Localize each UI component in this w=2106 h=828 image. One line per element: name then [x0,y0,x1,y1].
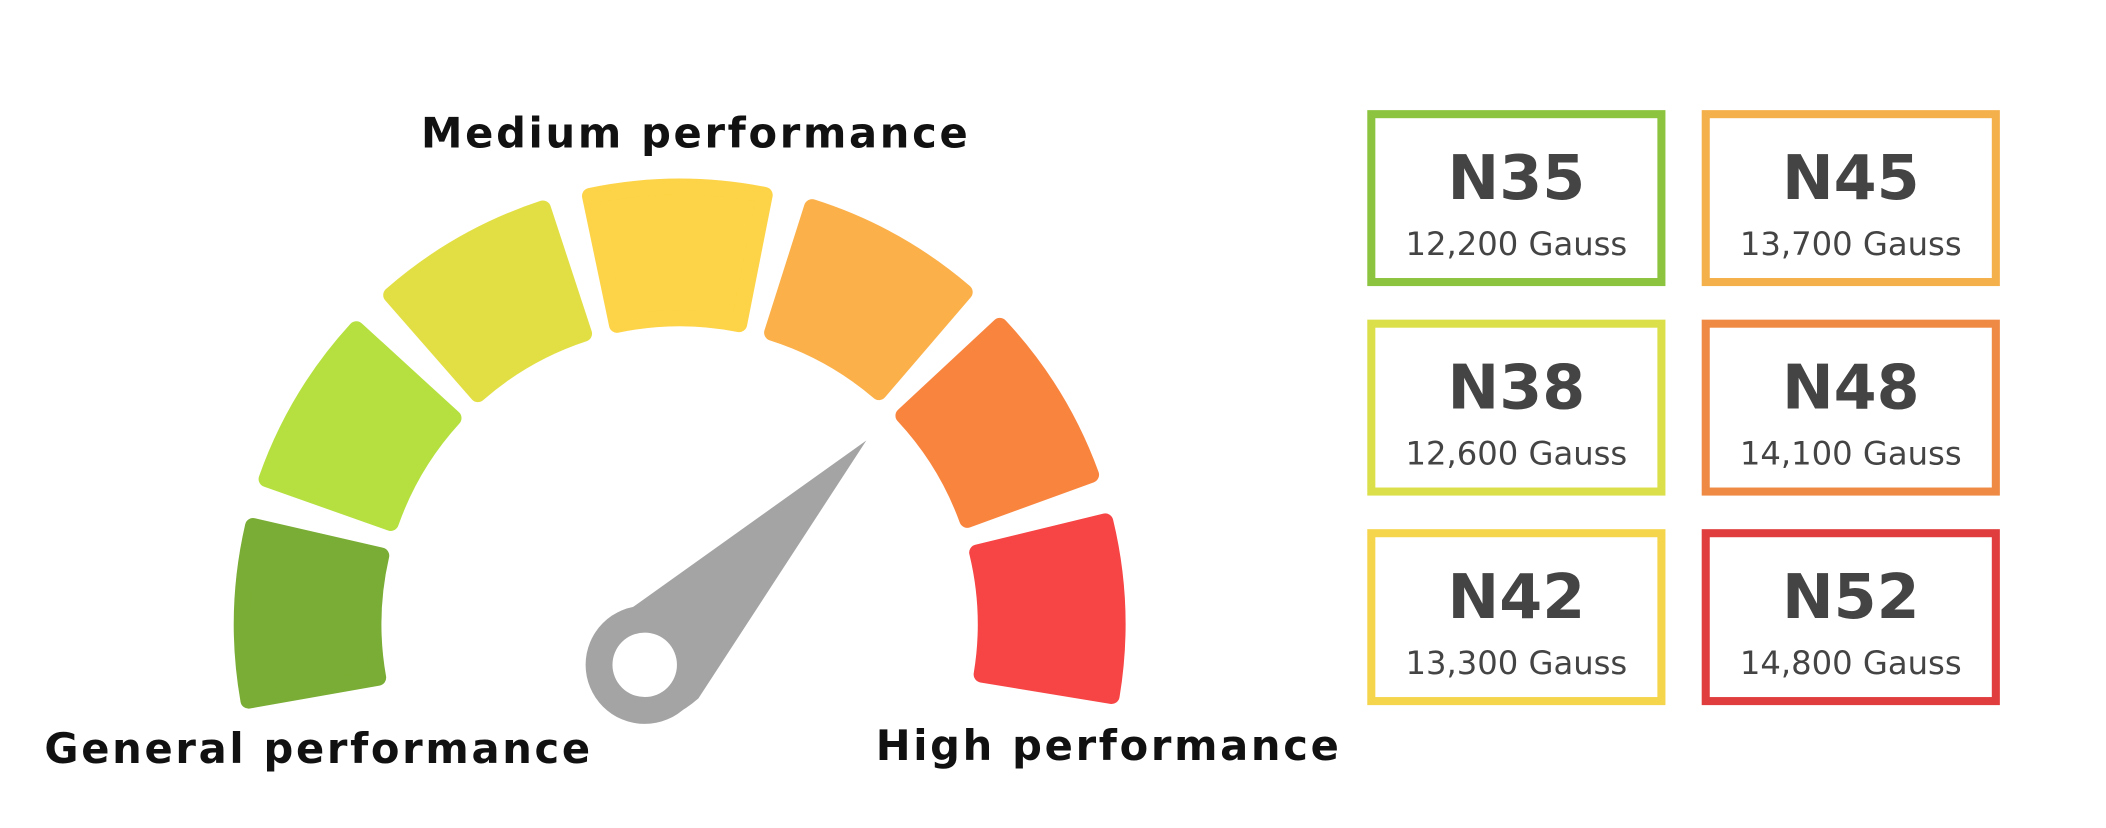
grade-gauss: 14,100 Gauss [1740,435,1962,473]
grade-name: N45 [1782,142,1920,214]
medium-label: Medium performance [421,109,970,158]
grade-name: N42 [1448,561,1586,633]
grade-name: N48 [1782,351,1920,423]
gauge-segment [233,518,390,709]
grade-cards: N35 12,200 Gauss N45 13,700 Gauss N38 12,600 … [1367,110,2000,706]
gauge-segment [581,178,773,333]
grade-gauss: 13,300 Gauss [1406,644,1628,682]
gauge-segment [764,199,973,401]
gauge-segment [383,200,593,403]
gauge-segment [895,317,1100,528]
needle-hole [612,632,677,698]
grade-card [1367,110,1666,287]
grade-gauss: 12,600 Gauss [1406,435,1628,473]
grade-gauss: 14,800 Gauss [1740,644,1962,682]
grade-name: N35 [1448,142,1586,214]
grade-card [1701,319,2000,496]
gauge-segment [969,513,1126,705]
needle [585,440,867,724]
grade-gauss: 12,200 Gauss [1406,225,1628,263]
gauge [233,178,1126,709]
grade-name: N52 [1782,561,1920,633]
general-label: General performance [44,724,592,773]
gauge-segment [258,321,462,531]
grade-card [1701,529,2000,706]
grade-card [1367,529,1666,706]
high-label: High performance [876,721,1342,770]
grade-gauss: 13,700 Gauss [1740,225,1962,263]
grade-name: N38 [1448,351,1586,423]
grade-card [1367,319,1666,496]
grade-card [1701,110,2000,287]
